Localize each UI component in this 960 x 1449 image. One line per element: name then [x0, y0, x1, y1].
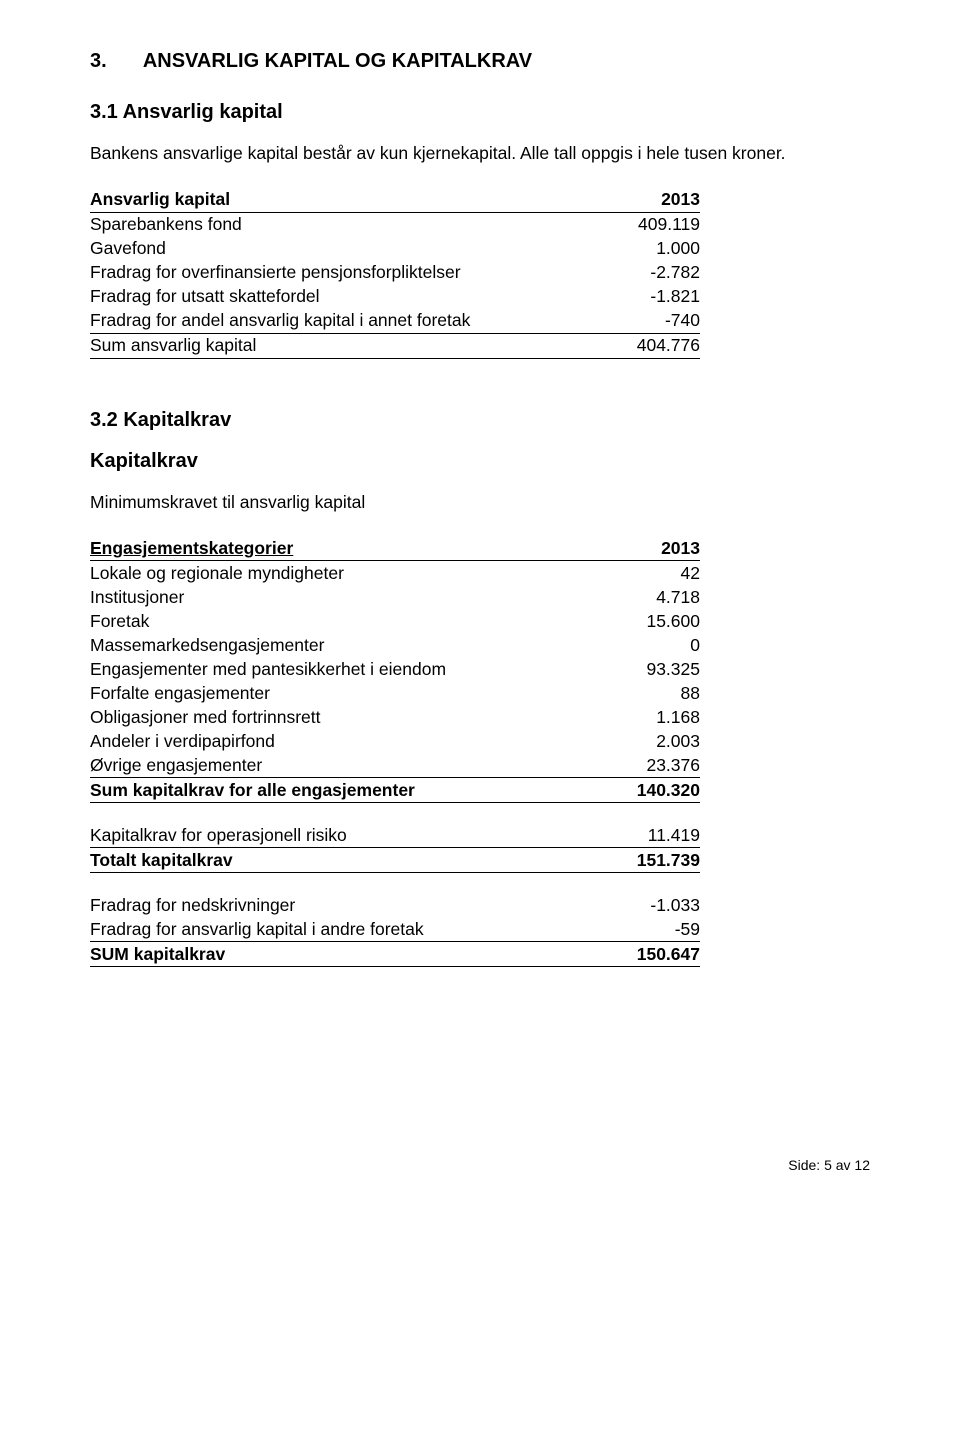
section-title: ANSVARLIG KAPITAL OG KAPITALKRAV — [143, 50, 532, 72]
table-row: Kapitalkrav for operasjonell risiko11.41… — [90, 823, 700, 848]
subsection-1-intro: Bankens ansvarlige kapital består av kun… — [90, 142, 870, 166]
fradrag-table: Fradrag for nedskrivninger-1.033 Fradrag… — [90, 893, 700, 967]
engasjement-table: Engasjementskategorier 2013 Lokale og re… — [90, 536, 700, 803]
table-row: Gavefond1.000 — [90, 237, 700, 261]
ansvarlig-kapital-table: Ansvarlig kapital 2013 Sparebankens fond… — [90, 188, 700, 359]
document-page: 3. ANSVARLIG KAPITAL OG KAPITALKRAV 3.1 … — [0, 0, 960, 1007]
table-row: Fradrag for overfinansierte pensjonsforp… — [90, 261, 700, 285]
table-row: Massemarkedsengasjementer0 — [90, 633, 700, 657]
table-row: Fradrag for nedskrivninger-1.033 — [90, 893, 700, 917]
table-row: Andeler i verdipapirfond2.003 — [90, 729, 700, 753]
table-row: Lokale og regionale myndigheter42 — [90, 561, 700, 586]
table-row: Fradrag for andel ansvarlig kapital i an… — [90, 309, 700, 334]
table-header-label: Ansvarlig kapital — [90, 188, 613, 213]
table-row: Forfalte engasjementer88 — [90, 681, 700, 705]
section-number: 3. — [90, 50, 138, 73]
table-row: Øvrige engasjementer23.376 — [90, 753, 700, 778]
table-row: Fradrag for ansvarlig kapital i andre fo… — [90, 917, 700, 942]
subsection-2-heading: 3.2 Kapitalkrav — [90, 409, 870, 432]
table-sum-row: Sum kapitalkrav for alle engasjementer14… — [90, 778, 700, 803]
page-footer: Side: 5 av 12 — [0, 1157, 960, 1203]
table-row: Institusjoner4.718 — [90, 585, 700, 609]
subsection-2-intro: Minimumskravet til ansvarlig kapital — [90, 491, 870, 515]
subsection-1-heading: 3.1 Ansvarlig kapital — [90, 101, 870, 124]
table-header-val: 2013 — [608, 536, 700, 561]
table-header-label: Engasjementskategorier — [90, 536, 608, 561]
section-heading: 3. ANSVARLIG KAPITAL OG KAPITALKRAV — [90, 50, 870, 73]
table-sum-row: SUM kapitalkrav150.647 — [90, 942, 700, 967]
table-row: Sparebankens fond409.119 — [90, 212, 700, 237]
table-sum-row: Sum ansvarlig kapital404.776 — [90, 333, 700, 358]
table-row: Foretak15.600 — [90, 609, 700, 633]
table-row: Engasjementer med pantesikkerhet i eiend… — [90, 657, 700, 681]
kapitalkrav-heading: Kapitalkrav — [90, 450, 870, 473]
table-row: Obligasjoner med fortrinnsrett1.168 — [90, 705, 700, 729]
table-row: Fradrag for utsatt skattefordel-1.821 — [90, 285, 700, 309]
table-header-val: 2013 — [613, 188, 700, 213]
operasjonell-table: Kapitalkrav for operasjonell risiko11.41… — [90, 823, 700, 873]
table-sum-row: Totalt kapitalkrav151.739 — [90, 848, 700, 873]
